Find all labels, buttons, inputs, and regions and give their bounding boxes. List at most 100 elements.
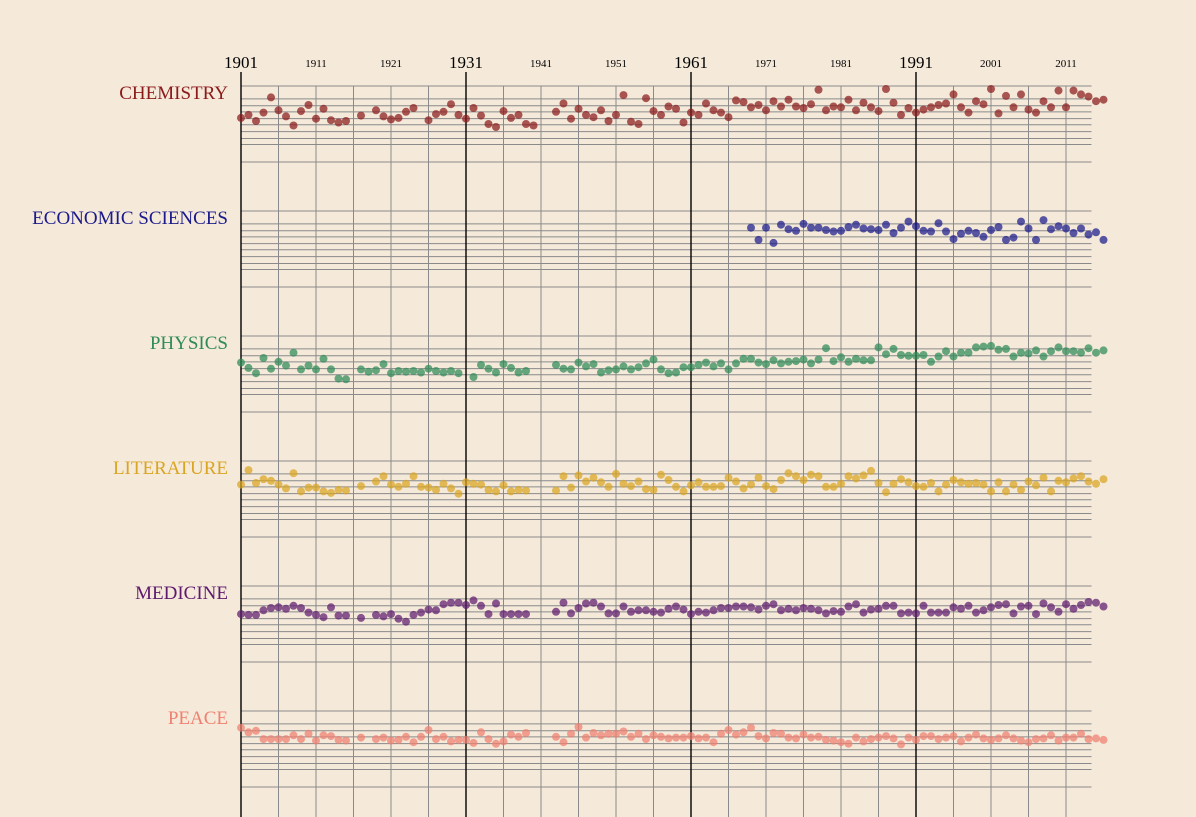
year-tick-label: 1941	[530, 58, 552, 70]
laureate-dot	[417, 482, 425, 491]
laureate-dot	[424, 364, 433, 373]
laureate-dot	[664, 476, 673, 484]
laureate-dot	[1047, 225, 1055, 234]
laureate-dot	[319, 731, 328, 740]
laureate-dot	[784, 469, 793, 478]
laureate-dot	[274, 357, 283, 366]
laureate-dot	[514, 732, 523, 741]
laureate-dot	[597, 478, 605, 487]
laureate-dot	[319, 354, 328, 363]
laureate-dot	[957, 737, 965, 746]
laureate-dot	[769, 97, 778, 106]
laureate-dot	[837, 226, 845, 235]
laureate-dot	[679, 363, 688, 372]
laureate-dot	[327, 365, 335, 374]
laureate-dot	[972, 343, 980, 352]
laureate-dot	[304, 361, 313, 370]
laureate-dot	[477, 601, 485, 610]
laureate-dot	[244, 728, 253, 737]
laureate-dot	[859, 737, 868, 746]
laureate-dot	[237, 358, 245, 367]
laureate-dot	[739, 728, 748, 737]
laureate-dot	[769, 356, 778, 365]
laureate-dot	[522, 486, 530, 495]
laureate-dot	[379, 112, 388, 121]
laureate-dot	[679, 605, 688, 614]
laureate-dot	[522, 367, 530, 375]
laureate-dot	[829, 227, 838, 236]
laureate-dot	[972, 730, 980, 739]
laureate-dot	[964, 348, 973, 357]
vertical-lines	[240, 72, 1067, 817]
laureate-dot	[912, 609, 920, 618]
laureate-dot	[687, 108, 695, 117]
laureate-dot	[1002, 235, 1010, 244]
laureate-dot	[672, 482, 680, 491]
laureate-dot	[852, 474, 860, 483]
laureate-dot	[694, 110, 703, 119]
laureate-dot	[387, 480, 395, 489]
laureate-dot	[769, 238, 778, 247]
laureate-dot	[1047, 487, 1055, 496]
laureate-dot	[822, 106, 830, 115]
laureate-dot	[409, 104, 418, 112]
laureate-dot	[432, 110, 440, 119]
laureate-dot	[237, 610, 245, 619]
laureate-dot	[709, 482, 718, 491]
laureate-dot	[1032, 235, 1040, 244]
laureate-dot	[514, 110, 523, 119]
laureate-dot	[889, 344, 898, 353]
laureate-dot	[709, 606, 718, 615]
laureate-dot	[814, 472, 823, 481]
laureate-dot	[844, 472, 853, 481]
laureate-dot	[1024, 349, 1033, 358]
laureate-dot	[559, 598, 568, 607]
laureate-dot	[672, 733, 680, 742]
laureate-dot	[447, 598, 455, 607]
laureate-dot	[687, 732, 695, 741]
laureate-dot	[874, 733, 883, 742]
laureate-dot	[942, 347, 950, 356]
laureate-dot	[1032, 108, 1040, 117]
laureate-dot	[792, 357, 800, 366]
laureate-dot	[934, 352, 943, 361]
laureate-dot	[957, 604, 965, 613]
laureate-dot	[1039, 473, 1048, 482]
laureate-dot	[619, 602, 628, 611]
laureate-dot	[267, 364, 275, 373]
laureate-dot	[672, 602, 680, 611]
laureate-dot	[394, 614, 403, 623]
laureate-dot	[274, 735, 283, 744]
laureate-dot	[439, 600, 448, 609]
laureate-dot	[657, 365, 665, 374]
laureate-dot	[754, 605, 763, 614]
laureate-dot	[747, 723, 755, 732]
laureate-dot	[649, 731, 658, 740]
laureate-dot	[844, 223, 853, 231]
laureate-dot	[897, 475, 905, 484]
laureate-dot	[732, 477, 740, 486]
laureate-dot	[507, 363, 515, 372]
laureate-dot	[417, 608, 425, 617]
laureate-dot	[717, 359, 725, 368]
laureate-dot	[934, 101, 943, 109]
laureate-dot	[454, 735, 463, 744]
laureate-dot	[724, 113, 733, 122]
laureate-dot	[357, 365, 365, 374]
laureate-dot	[799, 104, 808, 112]
laureate-dot	[829, 102, 838, 111]
laureate-dot	[1092, 479, 1100, 488]
laureate-dot	[799, 476, 808, 484]
year-tick-label: 1951	[605, 58, 627, 70]
laureate-dot	[927, 479, 935, 487]
laureate-dot	[492, 368, 500, 377]
laureate-dot	[597, 106, 605, 115]
laureate-dot	[372, 366, 380, 375]
laureate-dot	[784, 95, 793, 104]
laureate-dot	[582, 110, 590, 119]
laureate-dot	[312, 365, 320, 374]
laureate-dot	[477, 728, 485, 737]
laureate-dot	[814, 732, 823, 741]
laureate-dot	[612, 729, 620, 738]
laureate-dot	[904, 733, 913, 742]
